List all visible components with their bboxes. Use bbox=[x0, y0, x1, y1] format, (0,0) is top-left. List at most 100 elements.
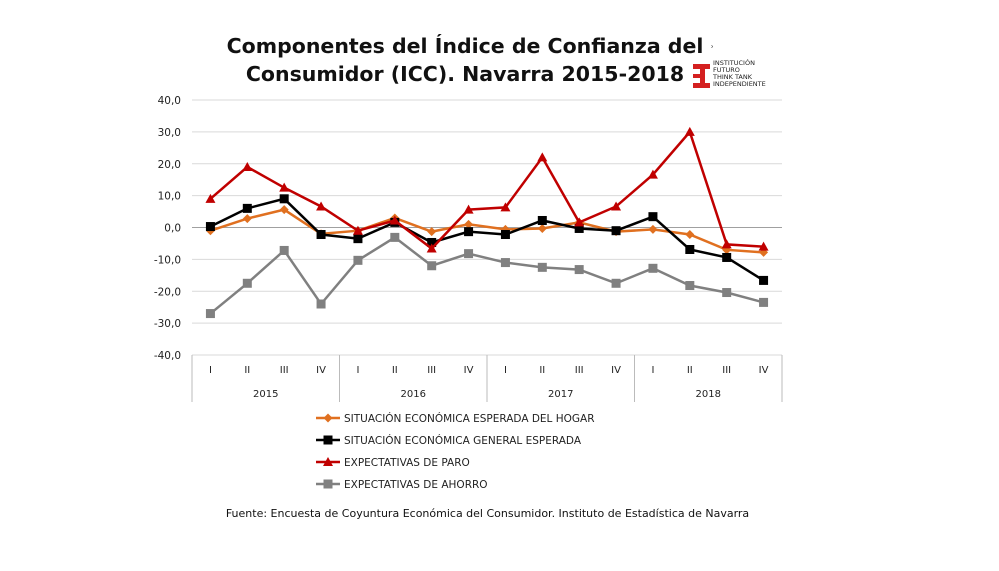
x-tick-label: II bbox=[244, 365, 250, 376]
data-point bbox=[316, 299, 326, 309]
series-line bbox=[209, 235, 764, 315]
legend-label: SITUACIÓN ECONÓMICA GENERAL ESPERADA bbox=[344, 434, 582, 447]
data-point bbox=[353, 234, 363, 244]
svg-text:*: * bbox=[711, 44, 713, 54]
x-tick-label: I bbox=[504, 365, 507, 376]
series-line bbox=[210, 208, 764, 254]
year-label: 2015 bbox=[253, 389, 278, 400]
x-tick-label: II bbox=[687, 365, 693, 376]
x-tick-label: I bbox=[356, 365, 359, 376]
data-point bbox=[500, 258, 510, 268]
data-point bbox=[758, 241, 769, 251]
legend-item: SITUACIÓN ECONÓMICA GENERAL ESPERADA bbox=[316, 434, 582, 447]
data-point bbox=[611, 226, 621, 236]
data-point bbox=[464, 227, 474, 237]
data-point bbox=[500, 230, 510, 240]
chart-title: Componentes del Índice de Confianza del … bbox=[215, 32, 715, 88]
x-tick-label: III bbox=[427, 365, 436, 376]
data-point bbox=[427, 227, 437, 237]
logo-text: INSTITUCIÓN bbox=[713, 59, 755, 67]
logo-text: FUTURO bbox=[713, 66, 740, 74]
data-point bbox=[574, 217, 585, 227]
y-tick-label: 20,0 bbox=[158, 159, 181, 171]
data-point bbox=[537, 223, 547, 233]
year-label: 2016 bbox=[401, 389, 426, 400]
year-label: 2018 bbox=[696, 389, 721, 400]
y-tick-label: 40,0 bbox=[158, 95, 181, 107]
year-label: 2017 bbox=[548, 389, 573, 400]
data-point bbox=[685, 244, 695, 254]
data-point bbox=[279, 205, 289, 215]
data-point bbox=[684, 126, 695, 136]
data-point bbox=[648, 224, 658, 234]
data-point bbox=[574, 223, 584, 233]
legend-item: EXPECTATIVAS DE AHORRO bbox=[316, 479, 488, 491]
logo-mark-icon: * bbox=[693, 44, 713, 88]
data-point bbox=[722, 252, 732, 262]
legend-label: EXPECTATIVAS DE AHORRO bbox=[344, 479, 488, 491]
data-point bbox=[537, 215, 547, 225]
data-point bbox=[463, 204, 474, 214]
y-tick-label: -20,0 bbox=[154, 286, 181, 298]
series-line bbox=[209, 129, 764, 251]
data-point bbox=[279, 182, 290, 192]
data-point bbox=[205, 193, 216, 203]
data-point bbox=[426, 243, 437, 253]
data-point bbox=[464, 249, 474, 259]
legend-label: SITUACIÓN ECONÓMICA ESPERADA DEL HOGAR bbox=[344, 412, 595, 425]
legend-item: EXPECTATIVAS DE PARO bbox=[316, 457, 470, 469]
x-tick-label: II bbox=[392, 365, 398, 376]
title-line-1: Componentes del Índice de Confianza del bbox=[226, 34, 704, 58]
data-point bbox=[279, 194, 289, 204]
logo-text: THINK TANK bbox=[713, 73, 753, 81]
x-tick-label: IV bbox=[464, 365, 474, 376]
x-tick-label: IV bbox=[611, 365, 621, 376]
title-line-2: Consumidor (ICC). Navarra 2015-2018 bbox=[245, 62, 685, 86]
data-point bbox=[611, 201, 622, 211]
x-tick-label: III bbox=[722, 365, 731, 376]
source-note: Fuente: Encuesta de Coyuntura Económica … bbox=[225, 507, 750, 520]
data-point bbox=[722, 288, 732, 298]
data-point bbox=[537, 262, 547, 272]
series-line bbox=[209, 197, 765, 282]
x-tick-label: IV bbox=[759, 365, 769, 376]
data-point bbox=[323, 413, 333, 423]
data-point bbox=[353, 255, 363, 265]
data-point bbox=[759, 275, 769, 285]
data-point bbox=[648, 212, 658, 222]
data-point bbox=[242, 278, 252, 288]
x-tick-label: II bbox=[539, 365, 545, 376]
data-point bbox=[464, 219, 474, 229]
series-3 bbox=[205, 232, 769, 319]
series-2 bbox=[205, 126, 769, 253]
data-point bbox=[205, 222, 215, 232]
data-point bbox=[323, 457, 333, 466]
y-tick-label: -30,0 bbox=[154, 318, 181, 330]
data-point bbox=[323, 479, 333, 489]
data-point bbox=[500, 202, 511, 212]
data-point bbox=[242, 161, 253, 171]
y-tick-label: 10,0 bbox=[158, 191, 181, 203]
x-tick-label: III bbox=[280, 365, 289, 376]
x-tick-label: I bbox=[651, 365, 654, 376]
data-point bbox=[352, 225, 363, 235]
data-point bbox=[721, 239, 732, 249]
data-point bbox=[389, 215, 400, 225]
x-tick-label: IV bbox=[316, 365, 326, 376]
legend-label: EXPECTATIVAS DE PARO bbox=[344, 457, 470, 469]
data-point bbox=[316, 230, 326, 240]
y-tick-label: 30,0 bbox=[158, 127, 181, 139]
data-point bbox=[390, 232, 400, 242]
series-0 bbox=[205, 205, 769, 257]
x-tick-label: III bbox=[575, 365, 584, 376]
y-tick-label: -40,0 bbox=[154, 350, 181, 362]
x-tick-label: I bbox=[209, 365, 212, 376]
data-point bbox=[685, 281, 695, 291]
data-point bbox=[648, 263, 658, 273]
data-point bbox=[242, 214, 252, 224]
y-tick-label: 0,0 bbox=[164, 223, 181, 235]
data-point bbox=[537, 152, 548, 162]
data-point bbox=[574, 265, 584, 275]
logo-text: INDEPENDIENTE bbox=[713, 80, 766, 88]
